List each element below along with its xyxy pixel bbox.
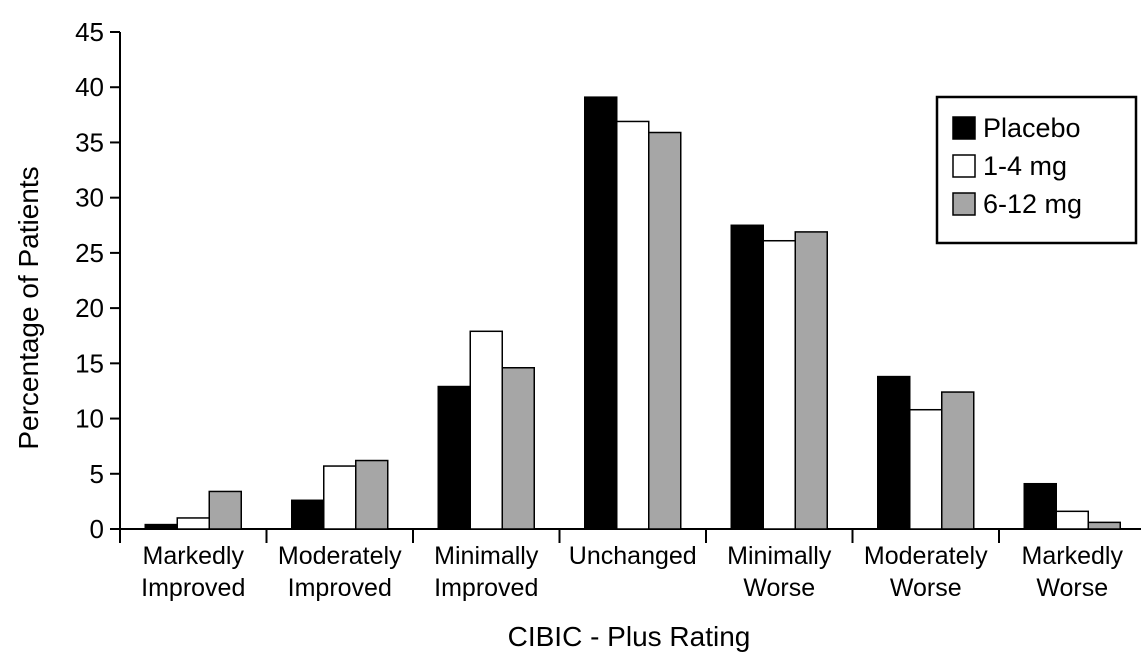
y-tick-label: 5 [90, 459, 104, 489]
bar [616, 120, 650, 530]
legend-swatch [952, 154, 976, 178]
x-category-label: Unchanged [569, 542, 697, 570]
bar [208, 490, 242, 530]
bar [144, 523, 178, 530]
y-tick-label: 30 [75, 183, 104, 213]
bar [469, 330, 503, 530]
bar [437, 385, 471, 530]
bar [291, 499, 325, 530]
x-category-label: Worse [743, 574, 815, 602]
y-axis: 0 5 10 15 20 25 30 35 40 45 [75, 17, 121, 544]
y-tick-label: 25 [75, 238, 104, 268]
bar [909, 408, 943, 530]
y-tick-label: 0 [90, 514, 104, 544]
y-tick-label: 20 [75, 293, 104, 323]
bars [144, 96, 1121, 530]
bar [762, 239, 796, 530]
legend-swatch [952, 116, 976, 140]
legend-label: 6-12 mg [983, 189, 1082, 219]
bar [794, 231, 828, 530]
x-axis: Markedly Improved Moderately Improved Minima… [119, 528, 1141, 602]
x-axis-title: CIBIC - Plus Rating [508, 621, 751, 652]
bar [176, 517, 210, 530]
y-axis-title: Percentage of Patients [13, 166, 44, 449]
bar [648, 131, 682, 530]
legend-label: 1-4 mg [983, 151, 1067, 181]
x-category-label: Worse [890, 574, 962, 602]
bar [584, 96, 618, 530]
x-category-label: Markedly [143, 542, 245, 570]
legend: Placebo 1-4 mg 6-12 mg [935, 95, 1138, 245]
x-category-label: Improved [141, 574, 245, 602]
x-category-label: Minimally [727, 542, 832, 570]
x-category-label: Worse [1036, 574, 1108, 602]
y-tick-label: 45 [75, 17, 104, 47]
bar [1087, 521, 1121, 530]
y-tick-label: 40 [75, 72, 104, 102]
x-category-label: Moderately [278, 542, 402, 570]
x-category-label: Moderately [864, 542, 988, 570]
bar [1055, 510, 1089, 530]
legend-swatch [952, 192, 976, 216]
bar [877, 375, 911, 530]
x-category-label: Improved [288, 574, 392, 602]
bar [941, 391, 975, 530]
x-category-label: Improved [434, 574, 538, 602]
y-tick-label: 15 [75, 348, 104, 378]
x-category-label: Minimally [434, 542, 539, 570]
bar [730, 224, 764, 530]
bar [355, 459, 389, 530]
legend-label: Placebo [983, 113, 1081, 143]
x-category-label: Markedly [1022, 542, 1124, 570]
y-tick-label: 10 [75, 404, 104, 434]
bar [323, 465, 357, 530]
bar [1023, 482, 1057, 530]
y-tick-label: 35 [75, 127, 104, 157]
bar [501, 367, 535, 530]
